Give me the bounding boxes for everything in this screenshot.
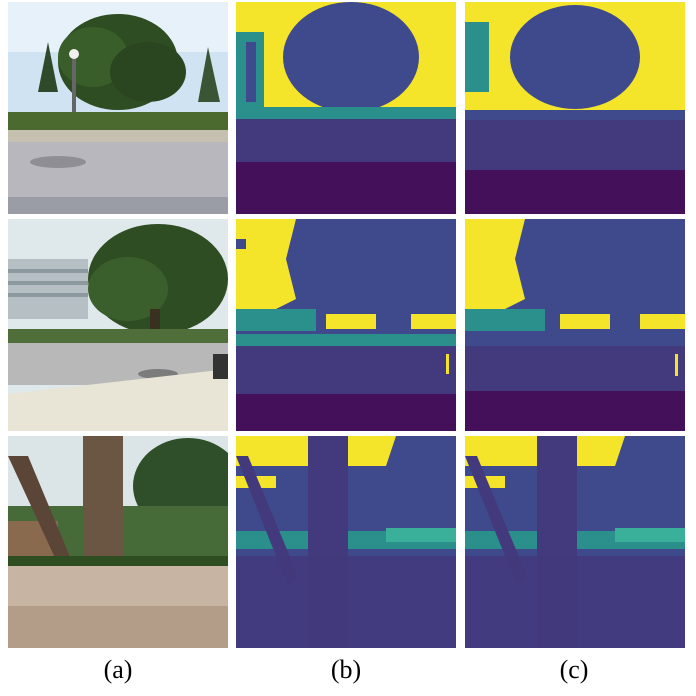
row3-photo: [8, 436, 228, 648]
row1-depth-c: [465, 2, 685, 214]
row3-depth-b: [236, 436, 456, 648]
column-label-b: (b): [330, 655, 362, 684]
row2-photo: [8, 219, 228, 431]
row3-depth-c: [465, 436, 685, 648]
row1-photo: [8, 2, 228, 214]
figure-grid: [8, 2, 685, 648]
row2-depth-c: [465, 219, 685, 431]
column-label-a: (a): [103, 655, 133, 684]
row1-depth-b: [236, 2, 456, 214]
column-label-c: (c): [559, 655, 589, 684]
row2-depth-b: [236, 219, 456, 431]
